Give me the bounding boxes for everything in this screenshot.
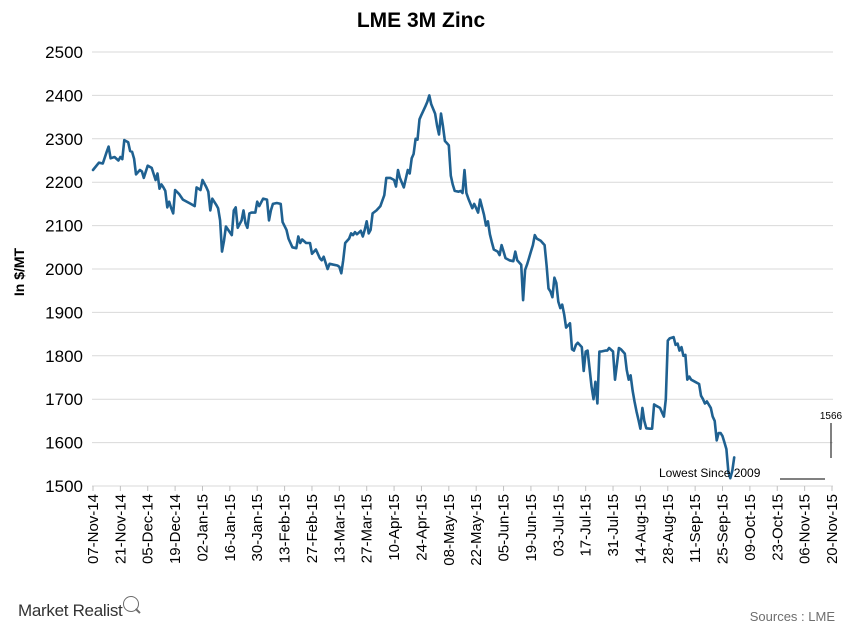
- series-line-0: [91, 94, 736, 480]
- y-tick-label-2200: 2200: [45, 173, 83, 192]
- y-tick-label-1500: 1500: [45, 477, 83, 496]
- x-tick-label-25: 23-Oct-15: [769, 494, 786, 561]
- gridlines: [92, 51, 833, 487]
- x-tick-label-5: 16-Jan-15: [222, 494, 239, 562]
- y-tick-label-2500: 2500: [45, 43, 83, 62]
- x-tick-label-3: 19-Dec-14: [167, 494, 184, 564]
- y-tick-label-2000: 2000: [45, 260, 83, 279]
- y-tick-label-1600: 1600: [45, 434, 83, 453]
- x-axis-ticks: 07-Nov-14 21-Nov-14 05-Dec-14 19-Dec-14 02-J…: [85, 486, 841, 566]
- x-tick-label-14: 22-May-15: [468, 494, 485, 566]
- x-tick-label-23: 25-Sep-15: [715, 494, 732, 564]
- x-tick-label-26: 06-Nov-15: [797, 494, 814, 564]
- x-tick-label-19: 31-Jul-15: [605, 494, 622, 557]
- x-tick-label-2: 05-Dec-14: [140, 494, 157, 564]
- x-tick-label-18: 17-Jul-15: [578, 494, 595, 557]
- y-tick-label-2400: 2400: [45, 86, 83, 105]
- x-tick-label-15: 05-Jun-15: [496, 494, 513, 562]
- x-tick-label-1: 21-Nov-14: [112, 494, 129, 564]
- x-tick-label-20: 14-Aug-15: [632, 494, 649, 564]
- series-group: [91, 94, 736, 480]
- x-tick-label-6: 30-Jan-15: [249, 494, 266, 562]
- y-tick-label-2300: 2300: [45, 130, 83, 149]
- lowest-since-2009-label: Lowest Since 2009: [659, 466, 761, 480]
- chart-title: LME 3M Zinc: [357, 9, 486, 32]
- magnifier-icon: [123, 596, 140, 612]
- y-axis-ticks: 1500 1600 1700 1800 1900 2000 2100 2200 2300 2400…: [45, 43, 83, 496]
- x-tick-label-27: 20-Nov-15: [824, 494, 841, 564]
- last-value-label: 1566: [820, 411, 843, 422]
- x-tick-label-7: 13-Feb-15: [277, 494, 294, 563]
- x-tick-label-0: 07-Nov-14: [85, 494, 102, 564]
- annotations: 1566 Lowest Since 2009: [659, 411, 843, 480]
- brand-name: Market Realist: [18, 601, 123, 620]
- x-tick-label-10: 27-Mar-15: [359, 494, 376, 563]
- x-tick-label-16: 19-Jun-15: [523, 494, 540, 562]
- x-tick-label-11: 10-Apr-15: [386, 494, 403, 561]
- x-tick-label-4: 02-Jan-15: [194, 494, 211, 562]
- y-axis-label: In $/MT: [11, 247, 27, 296]
- y-tick-label-1900: 1900: [45, 303, 83, 322]
- x-tick-label-21: 28-Aug-15: [660, 494, 677, 564]
- market-realist-logo: Market Realist: [18, 596, 140, 621]
- y-tick-label-2100: 2100: [45, 217, 83, 236]
- x-tick-label-24: 09-Oct-15: [742, 494, 759, 561]
- y-tick-label-1700: 1700: [45, 390, 83, 409]
- x-tick-label-17: 03-Jul-15: [550, 494, 567, 557]
- x-tick-label-22: 11-Sep-15: [687, 494, 704, 563]
- x-tick-label-8: 27-Feb-15: [304, 494, 321, 563]
- x-tick-label-13: 08-May-15: [441, 494, 458, 566]
- source-note: Sources : LME: [749, 609, 835, 624]
- y-tick-label-1800: 1800: [45, 347, 83, 366]
- x-tick-label-12: 24-Apr-15: [413, 494, 430, 561]
- x-tick-label-9: 13-Mar-15: [331, 494, 348, 563]
